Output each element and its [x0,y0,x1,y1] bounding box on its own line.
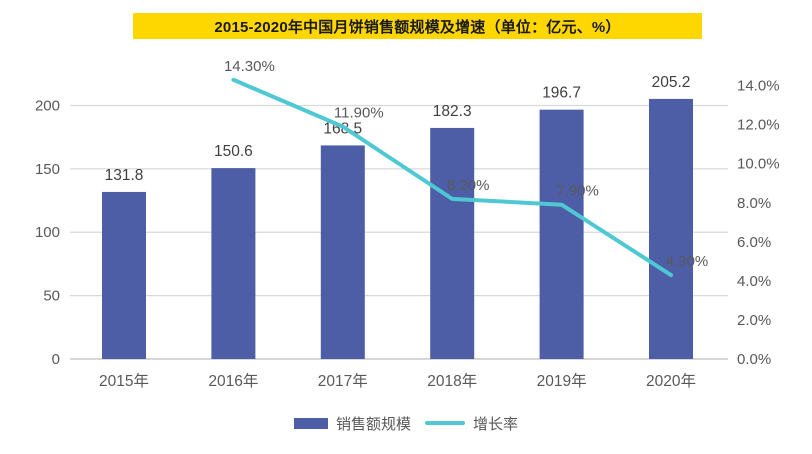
chart-title: 2015-2020年中国月饼销售额规模及增速（单位：亿元、%） [214,18,621,36]
x-axis-category-label: 2017年 [318,372,368,390]
line-point-label: 8.20% [447,177,490,194]
line-series: 14.30% 11.90% 8.20% 7.90% 4.30% [224,58,709,278]
bar [649,98,693,360]
left-axis-tick-label: 0 [52,351,60,368]
x-axis-category-label: 2018年 [427,372,477,390]
line-point-label: 14.30% [224,58,275,75]
right-axis-tick-label: 6.0% [737,234,771,251]
right-axis-tick-label: 0.0% [737,351,771,368]
chart-title-banner: 2015-2020年中国月饼销售额规模及增速（单位：亿元、%） [133,13,702,39]
chart-legend: 销售额规模 增长率 [0,410,812,436]
left-axis-tick-label: 200 [35,97,60,114]
bar-series-swatch-icon [293,417,328,429]
bar-value-label: 182.3 [433,103,472,120]
left-axis-tick-label: 50 [43,288,60,305]
right-axis-tick-label: 2.0% [737,312,771,329]
left-axis-tick-label: 100 [35,224,60,241]
bar [320,145,365,359]
x-axis-category-label: 2020年 [646,372,696,390]
gridlines [70,104,728,360]
right-axis-tick-label: 10.0% [737,156,780,173]
legend-item-sales: 销售额规模 [293,413,411,434]
right-axis-tick-label: 14.0% [737,78,780,95]
bar [539,109,584,359]
bar-value-label: 205.2 [652,74,691,91]
right-axis-tick-label: 12.0% [737,117,780,134]
legend-label-sales: 销售额规模 [335,415,411,433]
bar-value-label: 196.7 [542,85,581,102]
line-point-label: 4.30% [666,253,709,270]
line-series-swatch-icon [425,421,465,425]
legend-item-growth: 增长率 [425,413,518,434]
legend-label-growth: 增长率 [473,415,519,433]
bar [211,168,256,359]
bar-value-label: 150.6 [214,143,253,160]
x-axis-category-label: 2016年 [208,372,258,390]
x-axis-category-label: 2019年 [537,372,587,390]
right-axis-tick-label: 4.0% [737,273,771,290]
bar-value-label: 131.8 [105,167,144,184]
growth-rate-line [231,77,673,278]
line-point-label: 7.90% [556,183,599,200]
x-axis-category-label: 2015年 [99,372,149,390]
right-axis-tick-label: 8.0% [737,195,771,212]
bar [102,191,146,359]
line-point-label: 11.90% [334,105,384,122]
axis-labels: 0 50 100 150 200 0.0% 2.0% 4.0% 6.0% 8.0% 10.0% 12.… [35,78,780,390]
left-axis-tick-label: 150 [35,161,60,178]
bar [430,127,475,359]
